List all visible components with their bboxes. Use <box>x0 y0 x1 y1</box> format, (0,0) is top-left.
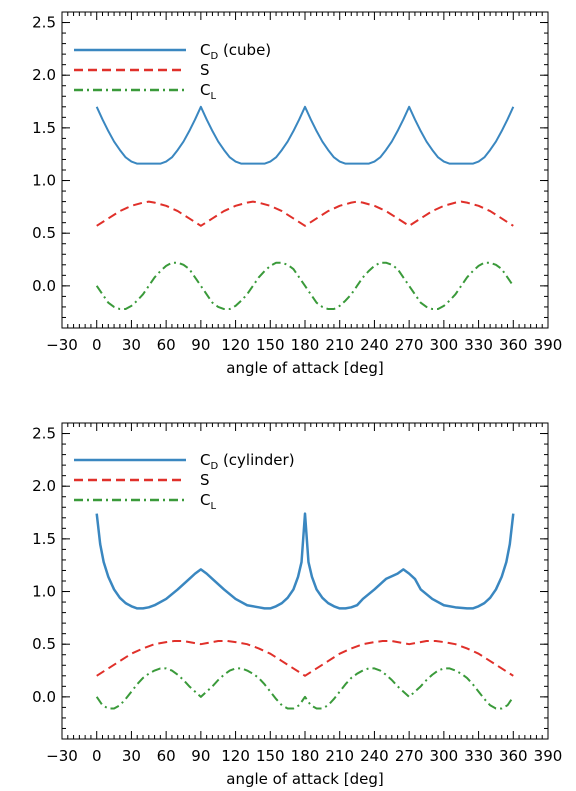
x-tick-label: 210 <box>325 747 354 765</box>
series-line-1 <box>95 512 515 610</box>
x-tick-label: 30 <box>122 747 141 765</box>
series-line-3 <box>95 667 515 710</box>
x-tick-label: 0 <box>92 336 102 354</box>
y-tick-label: 0.0 <box>32 277 56 295</box>
x-tick-label: 60 <box>157 336 176 354</box>
y-tick-label: 1.0 <box>32 583 56 601</box>
x-tick-label: 0 <box>92 747 102 765</box>
legend-label-3: CL <box>200 81 216 102</box>
x-tick-label: 360 <box>499 747 528 765</box>
y-tick-label: 2.0 <box>32 66 56 84</box>
x-tick-label: 330 <box>464 747 493 765</box>
x-tick-label: 390 <box>534 747 563 765</box>
x-tick-label: 120 <box>221 747 250 765</box>
legend-label-2: S <box>200 61 210 79</box>
y-tick-label: 0.5 <box>32 635 56 653</box>
x-tick-label: 390 <box>534 336 563 354</box>
plot-frame <box>61 11 549 329</box>
chart-panel-2: −30 0 30 60 90 120 150 180 210 240 270 300 330 360 390… <box>32 422 563 788</box>
x-axis-label: angle of attack [deg] <box>226 359 383 377</box>
series-line-2 <box>96 200 514 227</box>
y-tick-label: 2.0 <box>32 477 56 495</box>
x-tick-label: 150 <box>256 336 285 354</box>
x-tick-label: 270 <box>395 747 424 765</box>
x-tick-label: 180 <box>291 336 320 354</box>
x-tick-label: 210 <box>325 336 354 354</box>
x-tick-label: 90 <box>191 336 210 354</box>
x-axis-label: angle of attack [deg] <box>226 770 383 788</box>
x-tick-label: 240 <box>360 747 389 765</box>
y-tick-label: 1.5 <box>32 530 56 548</box>
x-tick-label: −30 <box>46 747 78 765</box>
x-tick-label: −30 <box>46 336 78 354</box>
x-tick-label: 90 <box>191 747 210 765</box>
x-tick-label: 30 <box>122 336 141 354</box>
legend-label-3: CL <box>200 491 216 512</box>
x-tick-label: 150 <box>256 747 285 765</box>
x-tick-label: 240 <box>360 336 389 354</box>
y-tick-label: 1.5 <box>32 119 56 137</box>
series-line-3 <box>95 261 515 311</box>
x-tick-label: 300 <box>430 747 459 765</box>
y-tick-label: 2.5 <box>32 14 56 32</box>
legend: CD (cube)S CL <box>74 41 271 102</box>
y-tick-label: 0.5 <box>32 224 56 242</box>
series-line-2 <box>96 640 514 677</box>
legend-label-1: CD (cylinder) <box>200 451 295 472</box>
x-tick-label: 330 <box>464 336 493 354</box>
legend-label-1: CD (cube) <box>200 41 271 62</box>
y-tick-label: 1.0 <box>32 172 56 190</box>
x-tick-label: 300 <box>430 336 459 354</box>
legend: CD (cylinder)S CL <box>74 451 295 512</box>
x-tick-label: 180 <box>291 747 320 765</box>
x-tick-label: 120 <box>221 336 250 354</box>
y-tick-label: 0.0 <box>32 688 56 706</box>
x-tick-label: 270 <box>395 336 424 354</box>
legend-label-2: S <box>200 471 210 489</box>
x-tick-label: 60 <box>157 747 176 765</box>
series-line-1 <box>95 105 515 165</box>
x-tick-label: 360 <box>499 336 528 354</box>
y-tick-label: 2.5 <box>32 425 56 443</box>
plot-frame <box>61 422 549 740</box>
chart-panel-1: −30 0 30 60 90 120 150 180 210 240 270 300 330 360 390… <box>32 11 563 377</box>
